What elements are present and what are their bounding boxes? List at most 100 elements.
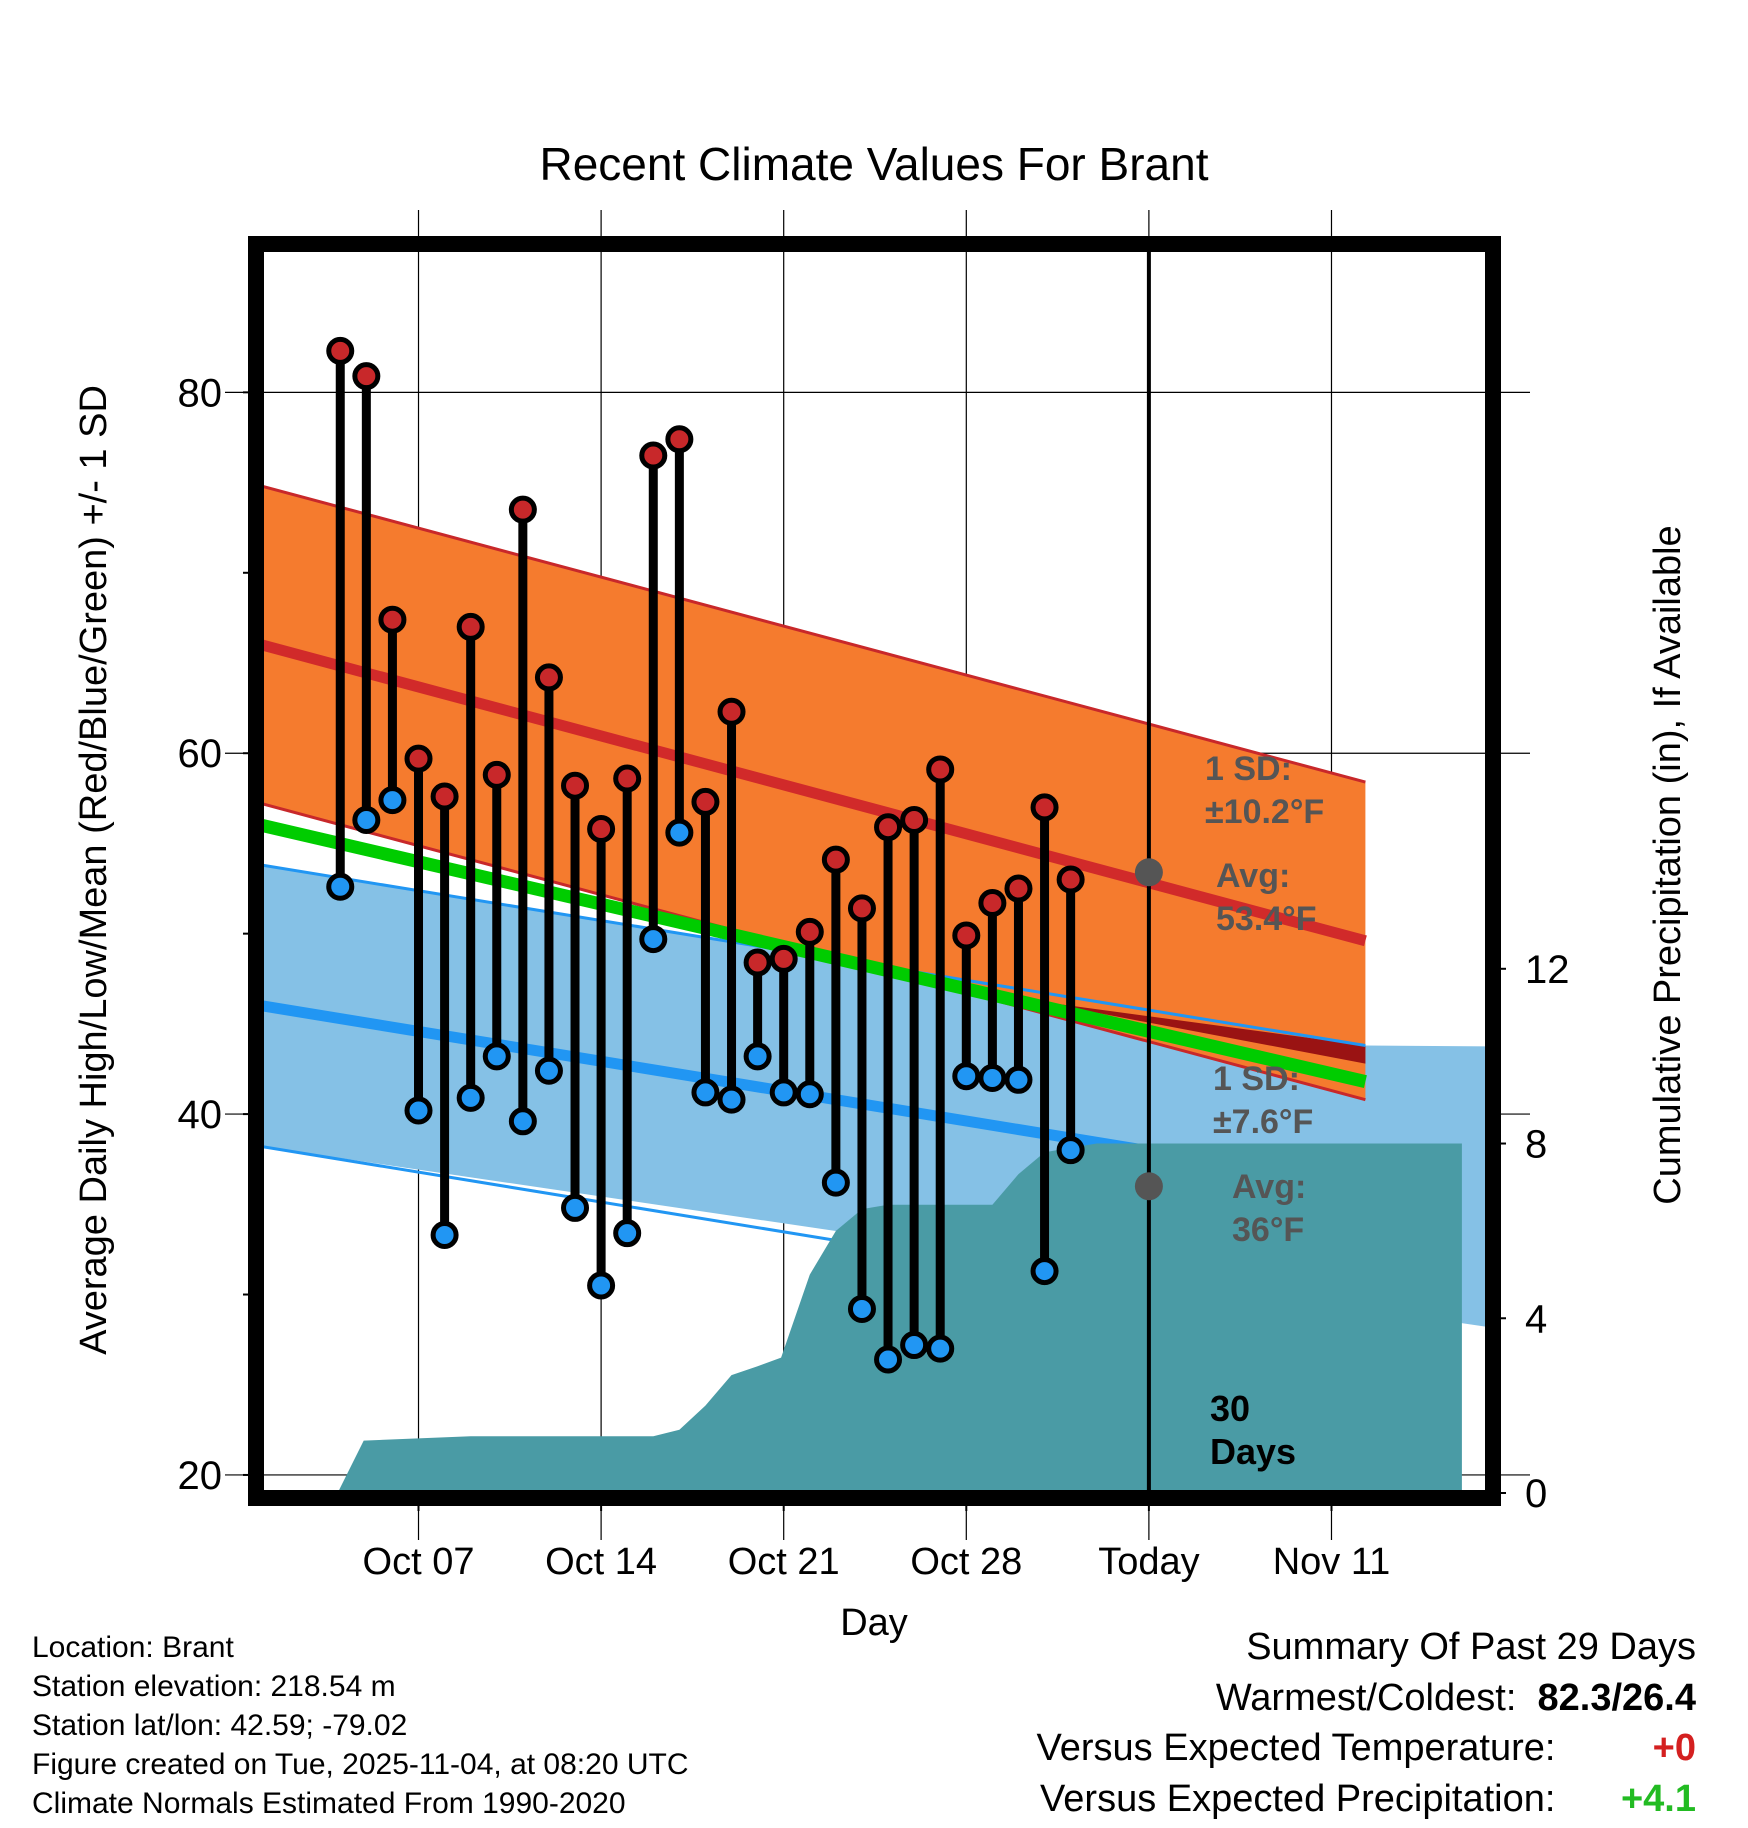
low-point <box>326 872 355 901</box>
summary-precip: Versus Expected Precipitation: +4.1 <box>1040 1778 1696 1821</box>
low-point <box>1056 1136 1085 1165</box>
low-avg-label: Avg: <box>1232 1168 1306 1206</box>
precip-area <box>337 1143 1462 1493</box>
high-sd-upper-line <box>262 484 1366 784</box>
x-tick-label: Oct 14 <box>545 1541 657 1583</box>
low-point <box>978 1064 1007 1092</box>
temp-label: Versus Expected Temperature: <box>1036 1727 1556 1769</box>
high-avg-value: 53.4°F <box>1216 900 1317 938</box>
high-point <box>534 663 563 692</box>
high-point <box>482 760 511 789</box>
today-low-normal-marker <box>1134 1172 1163 1201</box>
high-point <box>639 441 668 470</box>
high-point <box>326 336 355 365</box>
high-mean-line <box>262 639 1367 947</box>
high-point <box>587 815 616 843</box>
warm-cold-value: 82.3/26.4 <box>1537 1677 1696 1719</box>
y-tick-label-left: 20 <box>178 1454 223 1498</box>
low-sd-label: 1 SD: <box>1213 1060 1300 1098</box>
plot-frame <box>248 236 1501 1506</box>
chart-title: Recent Climate Values For Brant <box>540 138 1209 190</box>
x-tick-label: Today <box>1098 1541 1199 1583</box>
high-point <box>456 612 485 641</box>
info-normals: Climate Normals Estimated From 1990-2020 <box>32 1787 626 1820</box>
x-tick-label: Nov 11 <box>1273 1541 1391 1583</box>
low-point <box>665 818 694 847</box>
low-point <box>508 1107 537 1136</box>
low-point <box>874 1345 903 1374</box>
precip-value: +4.1 <box>1620 1778 1696 1820</box>
x-tick-label: Oct 07 <box>363 1541 475 1583</box>
low-avg-value: 36°F <box>1232 1211 1304 1249</box>
precip-area-shape <box>337 1143 1462 1493</box>
x-axis-label: Day <box>840 1602 908 1644</box>
high-point <box>404 744 433 773</box>
summary-warm-cold: Warmest/Coldest: 82.3/26.4 <box>1216 1677 1696 1720</box>
y-tick-label-right: 8 <box>1525 1123 1547 1167</box>
days-label-number: 30 <box>1210 1388 1250 1429</box>
low-point <box>639 925 668 954</box>
precip-label: Versus Expected Precipitation: <box>1040 1778 1556 1820</box>
y-axis-label-left: Average Daily High/Low/Mean (Red/Blue/Gr… <box>73 385 115 1355</box>
high-point <box>508 495 537 524</box>
info-latlon: Station lat/lon: 42.59; -79.02 <box>32 1709 408 1742</box>
y-tick-label-right: 12 <box>1525 948 1570 992</box>
axes: 20 40 60 80 0 4 8 12 Oct 07 Oct 14 Oct 21 Oct 28 Tod… <box>178 371 1570 1583</box>
y-tick-label-left: 80 <box>178 371 223 415</box>
y-tick-label-left: 40 <box>178 1093 223 1137</box>
low-point <box>1004 1065 1033 1094</box>
high-point <box>821 845 850 874</box>
low-point <box>900 1331 929 1360</box>
high-point <box>952 921 981 950</box>
high-point <box>691 787 720 816</box>
low-point <box>456 1083 485 1112</box>
temp-value: +0 <box>1652 1727 1696 1769</box>
low-point <box>717 1085 746 1114</box>
y-axis-label-right: Cumulative Precipitation (in), If Availa… <box>1647 525 1689 1204</box>
low-sd-value: ±7.6°F <box>1213 1103 1313 1141</box>
high-avg-label: Avg: <box>1216 857 1290 895</box>
high-point <box>1004 874 1033 903</box>
low-point <box>926 1334 955 1363</box>
high-point <box>613 764 642 793</box>
high-point <box>561 771 590 800</box>
low-point <box>482 1042 511 1071</box>
high-point <box>900 805 929 834</box>
low-point <box>352 805 381 834</box>
high-point <box>795 917 824 946</box>
high-point <box>769 944 798 973</box>
x-tick-label: Oct 28 <box>910 1541 1022 1583</box>
days-label-text: Days <box>1210 1431 1296 1472</box>
low-point <box>1030 1257 1059 1286</box>
info-location: Location: Brant <box>32 1631 234 1664</box>
low-point <box>821 1168 850 1197</box>
high-sd-value: ±10.2°F <box>1205 793 1324 831</box>
info-elevation: Station elevation: 218.54 m <box>32 1670 396 1703</box>
low-point <box>561 1193 590 1222</box>
high-point <box>978 888 1007 917</box>
high-point <box>874 813 903 842</box>
high-point <box>665 425 694 454</box>
info-created: Figure created on Tue, 2025-11-04, at 08… <box>32 1748 689 1781</box>
high-point <box>430 782 459 811</box>
high-point <box>352 362 381 391</box>
low-point <box>404 1096 433 1125</box>
x-tick-label: Oct 21 <box>728 1541 840 1583</box>
low-point <box>691 1078 720 1107</box>
y-tick-label-right: 0 <box>1525 1472 1547 1516</box>
y-tick-label-right: 4 <box>1525 1297 1547 1341</box>
low-point <box>534 1056 563 1085</box>
normals-annotations: 1 SD: ±10.2°F Avg: 53.4°F 1 SD: ±7.6°F A… <box>1134 248 1324 1493</box>
high-point <box>743 948 772 977</box>
high-point <box>847 894 876 923</box>
today-high-normal-marker <box>1134 858 1163 887</box>
high-point <box>1056 865 1085 894</box>
low-point <box>587 1271 616 1300</box>
low-point <box>795 1080 824 1109</box>
high-point <box>926 755 955 784</box>
low-point <box>769 1078 798 1107</box>
warm-cold-label: Warmest/Coldest: <box>1215 1677 1517 1719</box>
summary-title: Summary Of Past 29 Days <box>1246 1626 1696 1668</box>
summary-temp: Versus Expected Temperature: +0 <box>1037 1727 1696 1770</box>
